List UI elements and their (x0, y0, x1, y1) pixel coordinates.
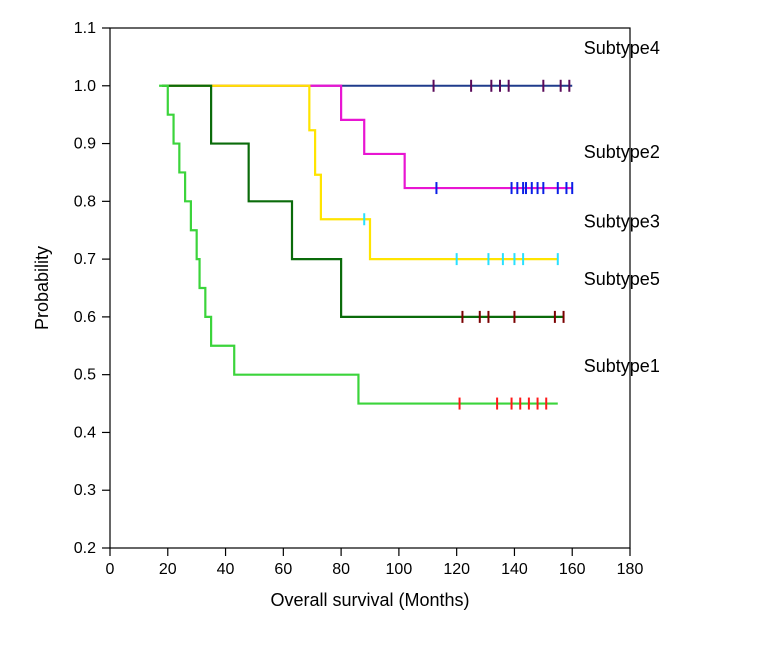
series-label-subtype3: Subtype3 (584, 211, 660, 231)
y-tick-label: 0.6 (74, 309, 96, 326)
y-tick-label: 0.7 (74, 251, 96, 268)
x-tick-label: 120 (443, 561, 470, 578)
y-tick-label: 0.4 (74, 424, 96, 441)
x-tick-label: 140 (501, 561, 528, 578)
x-tick-label: 80 (332, 561, 350, 578)
x-tick-label: 180 (617, 561, 644, 578)
y-tick-label: 0.3 (74, 482, 96, 499)
series-label-subtype4: Subtype4 (584, 38, 660, 58)
series-label-subtype1: Subtype1 (584, 356, 660, 376)
y-tick-label: 0.8 (74, 193, 96, 210)
plot-area (110, 28, 630, 548)
km-chart-svg: 0 20 40 60 80 100 120 140 160 180 0.2 0.3 0.4 0.5 0.6 0… (0, 0, 764, 653)
y-axis-label: Probability (32, 246, 52, 330)
x-tick-label: 20 (159, 561, 177, 578)
x-axis-label: Overall survival (Months) (270, 590, 469, 610)
chart-container: 0 20 40 60 80 100 120 140 160 180 0.2 0.3 0.4 0.5 0.6 0… (0, 0, 764, 653)
y-tick-label: 0.5 (74, 367, 96, 384)
series-label-subtype5: Subtype5 (584, 269, 660, 289)
y-tick-label: 1.0 (74, 78, 96, 95)
y-tick-label: 0.2 (74, 540, 96, 557)
series-label-subtype2: Subtype2 (584, 142, 660, 162)
x-tick-label: 60 (274, 561, 292, 578)
x-tick-label: 40 (217, 561, 235, 578)
x-tick-label: 0 (106, 561, 115, 578)
y-tick-label: 1.1 (74, 20, 96, 37)
x-tick-label: 100 (386, 561, 413, 578)
x-tick-label: 160 (559, 561, 586, 578)
y-tick-label: 0.9 (74, 136, 96, 153)
